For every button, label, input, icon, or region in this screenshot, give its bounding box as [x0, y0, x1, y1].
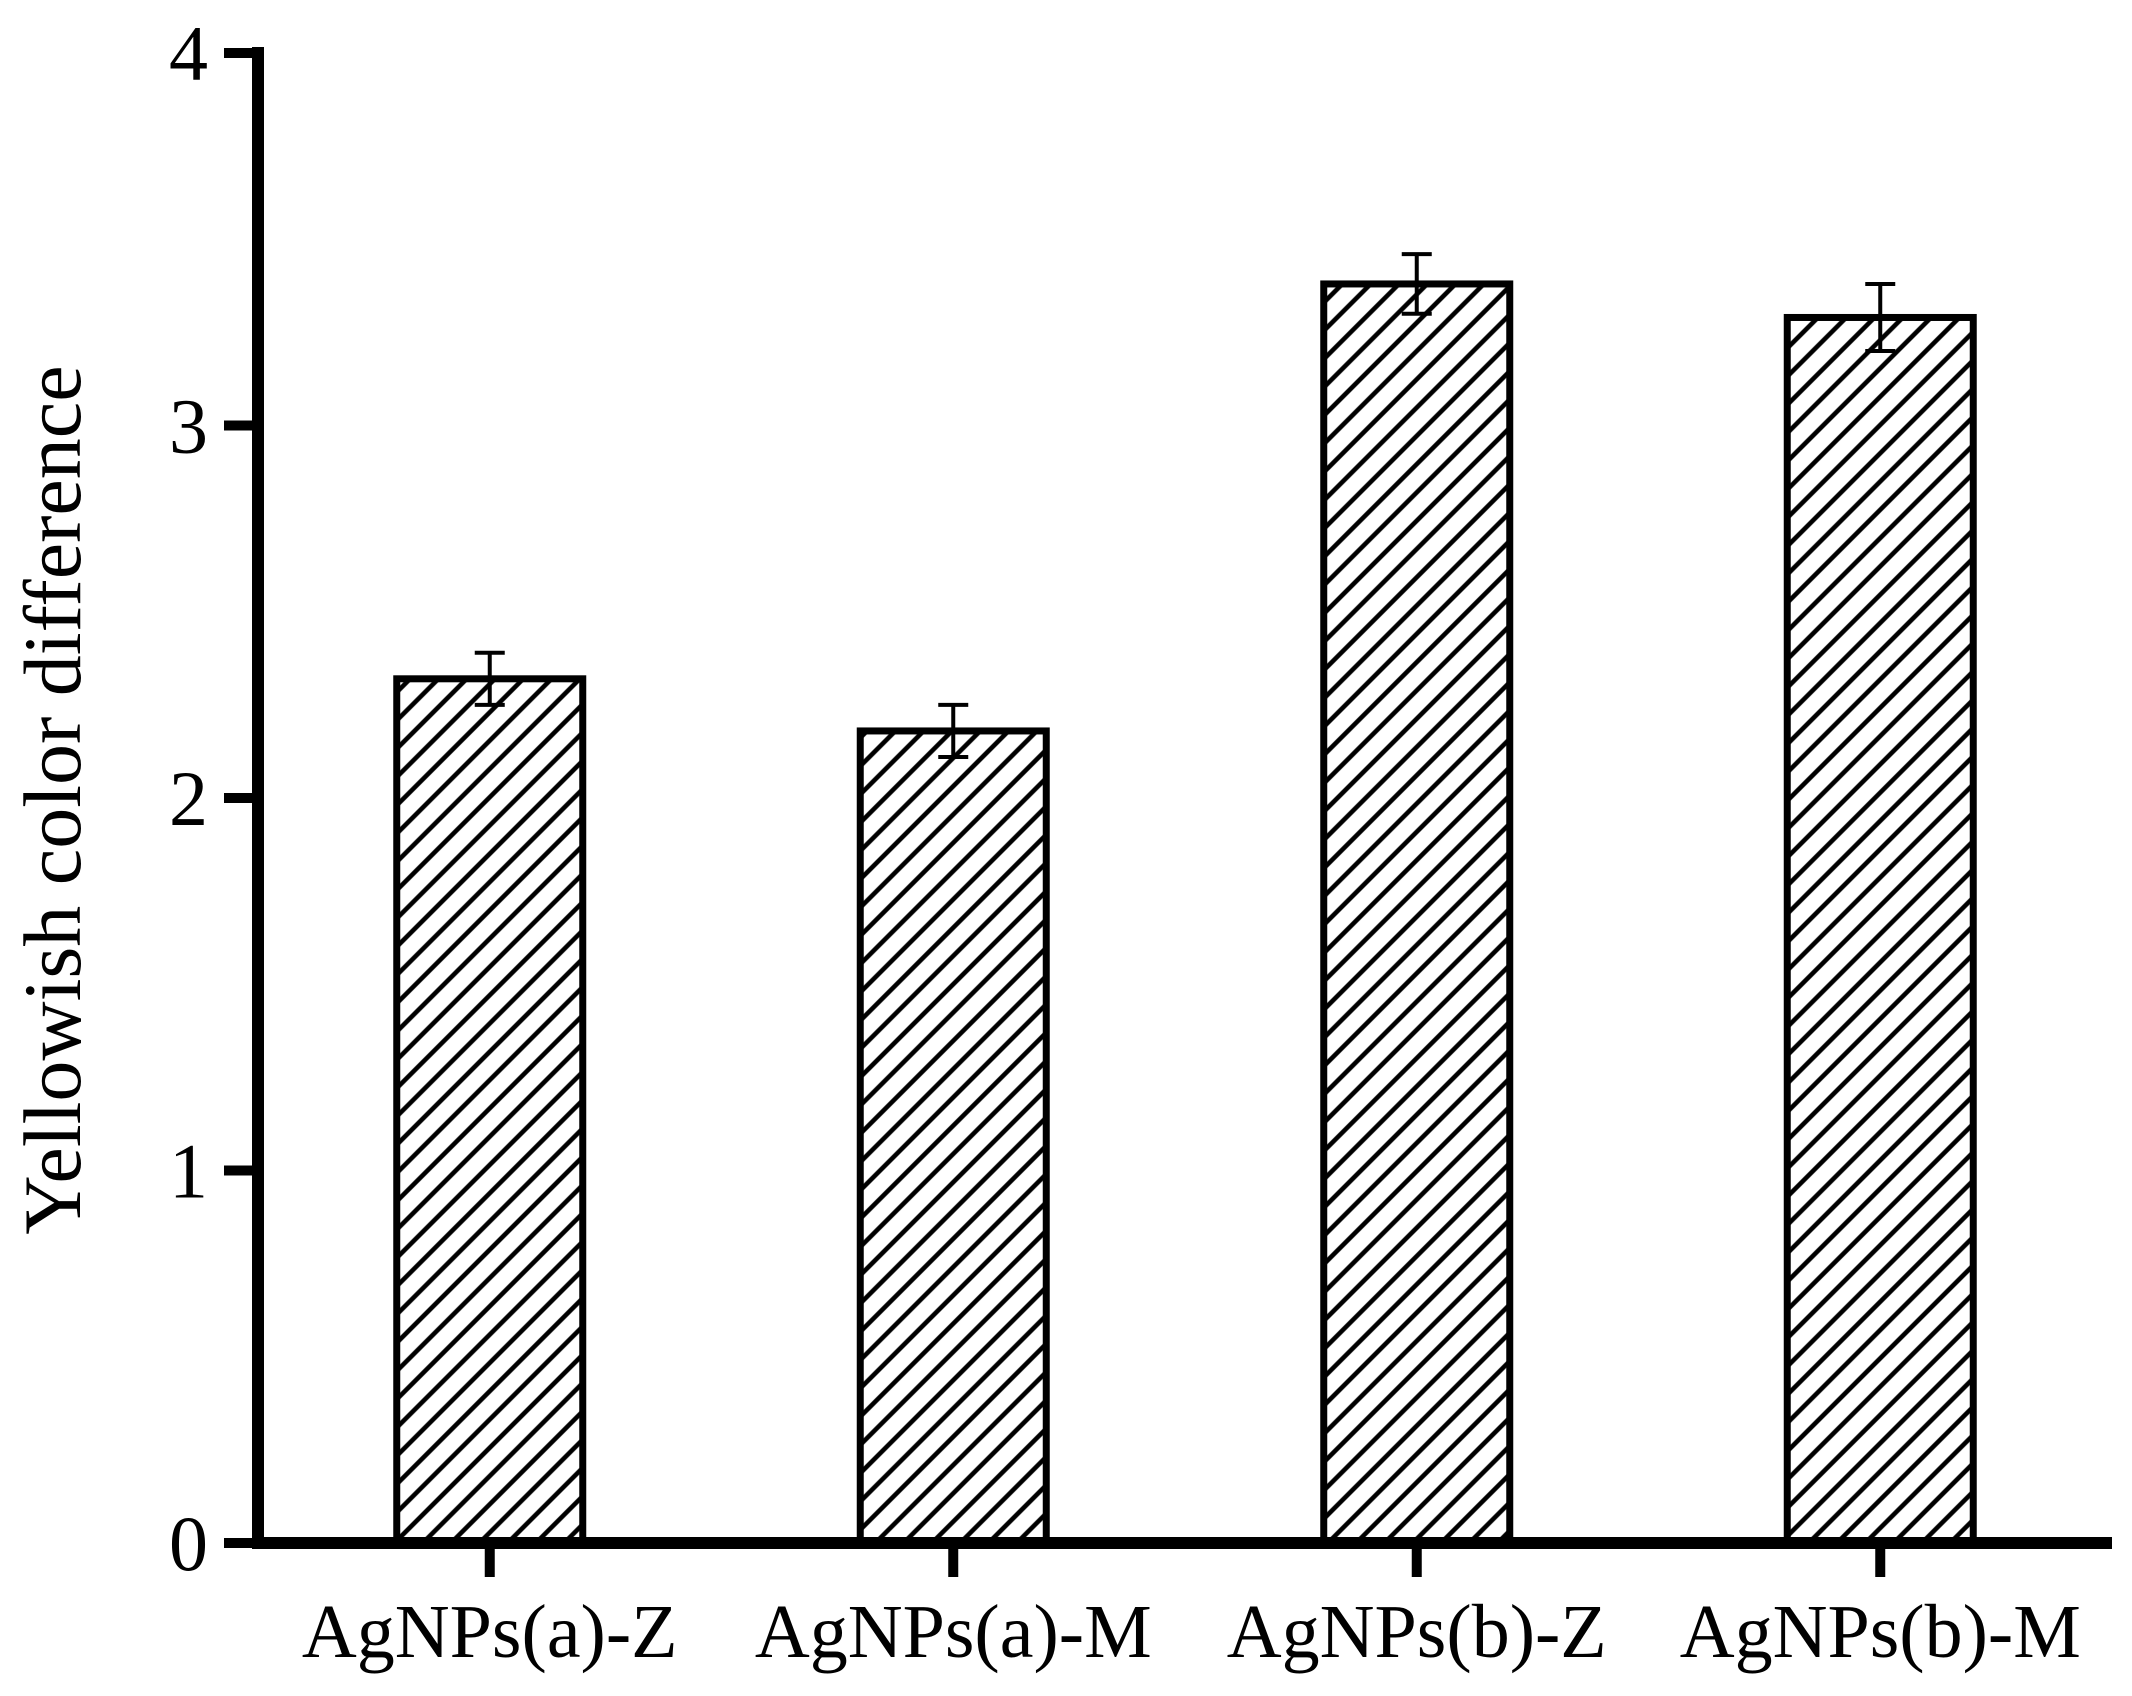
x-category-label: AgNPs(a)-M	[755, 1590, 1152, 1674]
y-axis-title: Yellowish color difference	[7, 365, 98, 1234]
y-axis-ticks	[224, 48, 264, 1548]
y-tick-label: 0	[169, 1500, 208, 1587]
error-bars-group	[474, 252, 1896, 760]
y-tick-label: 1	[169, 1128, 208, 1215]
bar	[1320, 280, 1514, 1547]
y-tick-labels: 0 1 2 3 4	[169, 10, 208, 1587]
bars-group	[393, 280, 1977, 1547]
x-axis-ticks	[484, 1543, 1886, 1577]
x-category-label: AgNPs(a)-Z	[302, 1590, 678, 1674]
x-category-label: AgNPs(b)-M	[1680, 1590, 2081, 1674]
y-tick-label: 4	[169, 10, 208, 97]
bar	[1783, 313, 1977, 1547]
y-tick-label: 2	[169, 755, 208, 842]
x-category-labels: AgNPs(a)-Z AgNPs(a)-M AgNPs(b)-Z AgNPs(b)-M	[302, 1590, 2081, 1674]
x-category-label: AgNPs(b)-Z	[1227, 1590, 1607, 1674]
bar	[856, 727, 1050, 1547]
bar	[393, 675, 587, 1547]
y-tick-label: 3	[169, 383, 208, 470]
